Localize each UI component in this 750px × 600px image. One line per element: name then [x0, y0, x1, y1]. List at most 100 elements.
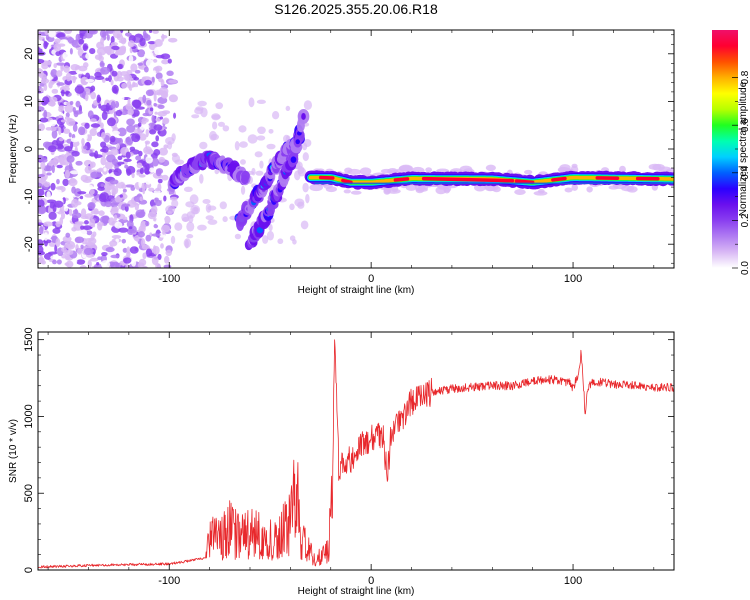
spectrogram-halo-cell [240, 185, 246, 195]
spectrogram-noise-cell [124, 164, 129, 169]
spectrogram-noise-cell [38, 182, 43, 187]
spectrogram-noise-cell [100, 131, 106, 139]
spectrogram-noise-cell [38, 106, 45, 112]
spectrogram-halo-cell [239, 141, 248, 148]
spectrogram-noise-cell [89, 128, 97, 137]
spectrogram-noise-cell [39, 117, 49, 123]
spectrogram-noise-cell [94, 150, 99, 159]
spectrogram-noise-cell [152, 245, 157, 255]
spectrogram-noise-cell [131, 86, 140, 92]
spectrogram-noise-cell [151, 233, 161, 237]
spectrogram-noise-cell [43, 181, 51, 188]
spectrogram-carrier-halo [514, 189, 526, 195]
spectrogram-noise-cell [85, 237, 94, 242]
spectrogram-noise-cell [125, 137, 131, 143]
y-tick-label: 500 [23, 484, 35, 502]
spectrogram-halo-cell [256, 135, 266, 141]
spectrogram-noise-cell [101, 251, 108, 257]
spectrogram-halo-cell [171, 133, 176, 142]
spectrogram-noise-cell [43, 221, 53, 227]
colorbar-tick-label: 0.4 [740, 165, 750, 179]
spectrogram-noise-cell [89, 118, 97, 123]
spectrogram-noise-cell [38, 154, 44, 162]
spectrogram-noise-cell [38, 199, 45, 208]
spectrogram-noise-cell [79, 265, 87, 268]
spectrogram-noise-cell [93, 208, 99, 215]
spectrogram-noise-cell [131, 172, 135, 179]
spectrogram-streak-core [296, 131, 302, 136]
spectrogram-halo-cell [254, 151, 263, 158]
spectrogram-noise-cell [105, 160, 114, 170]
spectrogram-halo-cell [271, 111, 280, 120]
spectrogram-noise-cell [160, 224, 171, 233]
spectrogram-carrier-halo [619, 165, 626, 174]
spectrogram-noise-cell [163, 144, 169, 149]
y-tick-label: -20 [23, 236, 35, 252]
spectrogram-noise-cell [123, 73, 132, 81]
spectrogram-noise-cell [73, 110, 79, 118]
spectrogram-halo-cell [193, 207, 199, 212]
spectrogram-noise-cell [63, 249, 74, 256]
spectrogram-noise-cell [135, 155, 142, 161]
y-tick-label: 0 [23, 146, 35, 152]
spectrogram-noise-cell [65, 260, 74, 268]
spectrogram-noise-cell [63, 204, 69, 212]
spectrogram-noise-cell [71, 186, 77, 194]
spectrogram-halo-cell [289, 235, 296, 242]
spectrogram-noise-cell [103, 235, 108, 241]
snr-series-line [38, 339, 674, 569]
spectrogram-noise-cell [99, 192, 110, 201]
spectrogram-noise-cell [75, 33, 81, 42]
spectrogram-noise-cell [126, 168, 132, 176]
spectrogram-noise-cell [80, 244, 84, 250]
spectrogram-noise-cell [56, 259, 62, 265]
spectrogram-halo-cell [188, 215, 194, 223]
spectrogram-noise-cell [135, 209, 146, 218]
spectrogram-noise-cell [155, 169, 162, 177]
spectrogram-carrier-halo [564, 187, 573, 193]
spectrogram-halo-cell [305, 193, 310, 204]
spectrogram-noise-cell [69, 178, 77, 184]
spectrogram-noise-cell [83, 247, 94, 256]
spectrogram-carrier-halo [347, 168, 362, 175]
spectrogram-halo-cell [262, 235, 269, 244]
spectrogram-noise-cell [145, 59, 154, 68]
spectrogram-noise-cell [40, 78, 50, 84]
spectrogram-noise-cell [38, 174, 45, 178]
spectrogram-noise-cell [89, 218, 96, 228]
spectrogram-noise-cell [123, 158, 132, 162]
spectrogram-noise-cell [153, 223, 159, 229]
spectrogram-noise-cell [153, 148, 161, 156]
spectrogram-noise-cell [55, 70, 63, 77]
spectrogram-noise-cell [84, 193, 94, 198]
spectrogram-carrier-halo [359, 167, 372, 176]
spectrogram-noise-cell [117, 155, 123, 161]
spectrogram-noise-cell [79, 195, 84, 200]
spectrogram-noise-cell [100, 66, 110, 75]
y-tick-label: 20 [23, 48, 35, 60]
colorbar-tick-label: 0.2 [740, 213, 750, 227]
spectrogram-noise-cell [95, 173, 103, 178]
spectrogram-noise-cell [111, 158, 119, 166]
spectrogram-noise-cell [89, 47, 96, 55]
spectrogram-noise-cell [147, 41, 156, 45]
spectrogram-noise-cell [142, 185, 146, 195]
spectrogram-noise-cell [75, 160, 83, 166]
spectrogram-halo-cell [215, 102, 224, 110]
spectrogram-noise-cell [50, 254, 60, 261]
spectrogram-noise-cell [125, 103, 133, 111]
spectrogram-noise-cell [138, 174, 146, 178]
spectrogram-noise-cell [124, 184, 135, 188]
spectrogram-noise-cell [58, 137, 64, 142]
spectrogram-noise-cell [100, 37, 104, 45]
spectrogram-noise-cell [157, 253, 162, 260]
spectrogram-noise-cell [126, 124, 136, 133]
spectrogram-halo-cell [297, 201, 305, 209]
spectrogram-noise-cell [75, 100, 81, 108]
spectrogram-noise-cell [38, 206, 47, 215]
spectrogram-halo-cell [302, 152, 309, 162]
spectrogram-noise-cell [124, 32, 132, 37]
spectrogram-noise-cell [52, 259, 57, 265]
spectrogram-noise-cell [145, 234, 152, 242]
